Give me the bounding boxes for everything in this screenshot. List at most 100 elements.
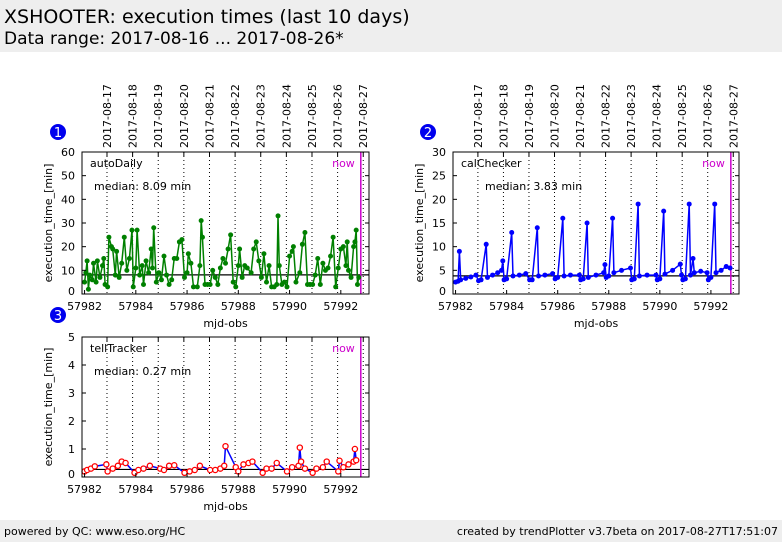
data-point [135, 466, 142, 474]
data-point [259, 469, 266, 477]
data-point [356, 274, 362, 280]
data-point [179, 237, 185, 243]
median-label: median: 8.09 min [94, 180, 191, 193]
data-point [212, 274, 218, 280]
data-point [576, 272, 582, 278]
data-point [223, 260, 228, 266]
x-tick-label: 57988 [591, 300, 626, 313]
data-point [114, 248, 120, 254]
powered-by: powered by QC: www.eso.org/HC [4, 525, 186, 538]
data-point [105, 284, 111, 290]
data-point [584, 220, 590, 226]
x-tick-label: 57984 [118, 300, 153, 313]
data-point [275, 213, 281, 219]
data-point [555, 274, 561, 280]
data-point [188, 260, 194, 266]
data-point [335, 265, 341, 271]
data-point [133, 265, 139, 271]
date-tick-label: 2017-08-22 [600, 84, 613, 148]
date-tick-label: 2017-08-27 [357, 84, 370, 148]
badge-number: 2 [424, 126, 432, 141]
date-tick-label: 2017-08-23 [625, 84, 638, 148]
data-point [691, 270, 697, 276]
data-point [325, 265, 331, 271]
chart-tellTracker: 3 now 0 1 2 3 4 5 57982 57984 57986 57988 57990 57992… [42, 307, 370, 513]
data-point [103, 461, 110, 468]
data-point [302, 229, 308, 235]
data-point [83, 270, 89, 276]
data-point [121, 234, 127, 240]
data-point [281, 279, 287, 285]
data-point [161, 253, 167, 259]
data-point [560, 215, 566, 221]
data-point [602, 262, 608, 268]
date-tick-label: 2017-08-26 [702, 84, 715, 148]
badge-number: 1 [54, 126, 62, 141]
data-point [352, 239, 358, 245]
data-point [567, 272, 573, 278]
y-tick-label: 0 [439, 285, 446, 298]
y-axis-label: execution_time_[min] [42, 348, 55, 467]
data-point [315, 256, 321, 261]
data-point [261, 251, 267, 257]
data-point [686, 201, 692, 207]
x-tick-label: 57988 [221, 300, 256, 313]
median-label: median: 0.27 min [94, 365, 191, 378]
data-point [148, 246, 154, 252]
data-point [256, 258, 262, 264]
data-point [653, 272, 659, 278]
data-point [258, 274, 264, 280]
data-point [333, 284, 339, 290]
data-point [165, 462, 173, 470]
data-point [463, 275, 469, 281]
data-point [500, 258, 506, 264]
plot-frame [81, 336, 370, 478]
data-point [344, 239, 350, 245]
data-point [139, 263, 145, 269]
data-point [509, 229, 515, 235]
y-tick-label: 2 [68, 415, 75, 428]
data-point [309, 469, 316, 477]
data-point [348, 274, 354, 280]
series-line [83, 215, 360, 290]
data-point [93, 279, 99, 285]
data-point [153, 279, 159, 285]
data-point [510, 273, 516, 279]
data-point [85, 286, 91, 292]
data-point [351, 445, 359, 453]
data-point [151, 225, 157, 231]
data-point [690, 256, 696, 261]
data-point [340, 244, 346, 250]
data-point [207, 282, 213, 288]
data-point [116, 274, 122, 280]
date-tick-label: 2017-08-21 [574, 84, 587, 148]
data-point [328, 253, 334, 259]
data-point [217, 265, 223, 271]
data-point [253, 239, 259, 245]
x-tick-label: 57982 [67, 300, 102, 313]
data-point [158, 277, 164, 283]
data-point [215, 282, 221, 288]
data-point [170, 461, 178, 469]
data-point [712, 201, 718, 207]
data-point [456, 248, 462, 254]
data-point [160, 466, 168, 474]
data-point [727, 265, 733, 271]
data-point [516, 272, 522, 278]
data-point [276, 263, 282, 269]
data-point [190, 284, 196, 290]
data-point [458, 277, 464, 283]
data-point [110, 246, 116, 252]
data-point [330, 234, 336, 240]
data-point [354, 282, 360, 288]
y-axis-label: execution_time_[min] [42, 164, 55, 283]
date-tick-label: 2017-08-25 [306, 84, 319, 148]
badge [50, 124, 66, 140]
date-tick-label: 2017-08-19 [523, 84, 536, 148]
data-point [297, 458, 305, 465]
data-point [483, 241, 489, 247]
x-tick-label: 57992 [323, 300, 358, 313]
data-point [723, 264, 729, 270]
date-tick-label: 2017-08-24 [280, 84, 293, 148]
data-point [299, 241, 305, 247]
